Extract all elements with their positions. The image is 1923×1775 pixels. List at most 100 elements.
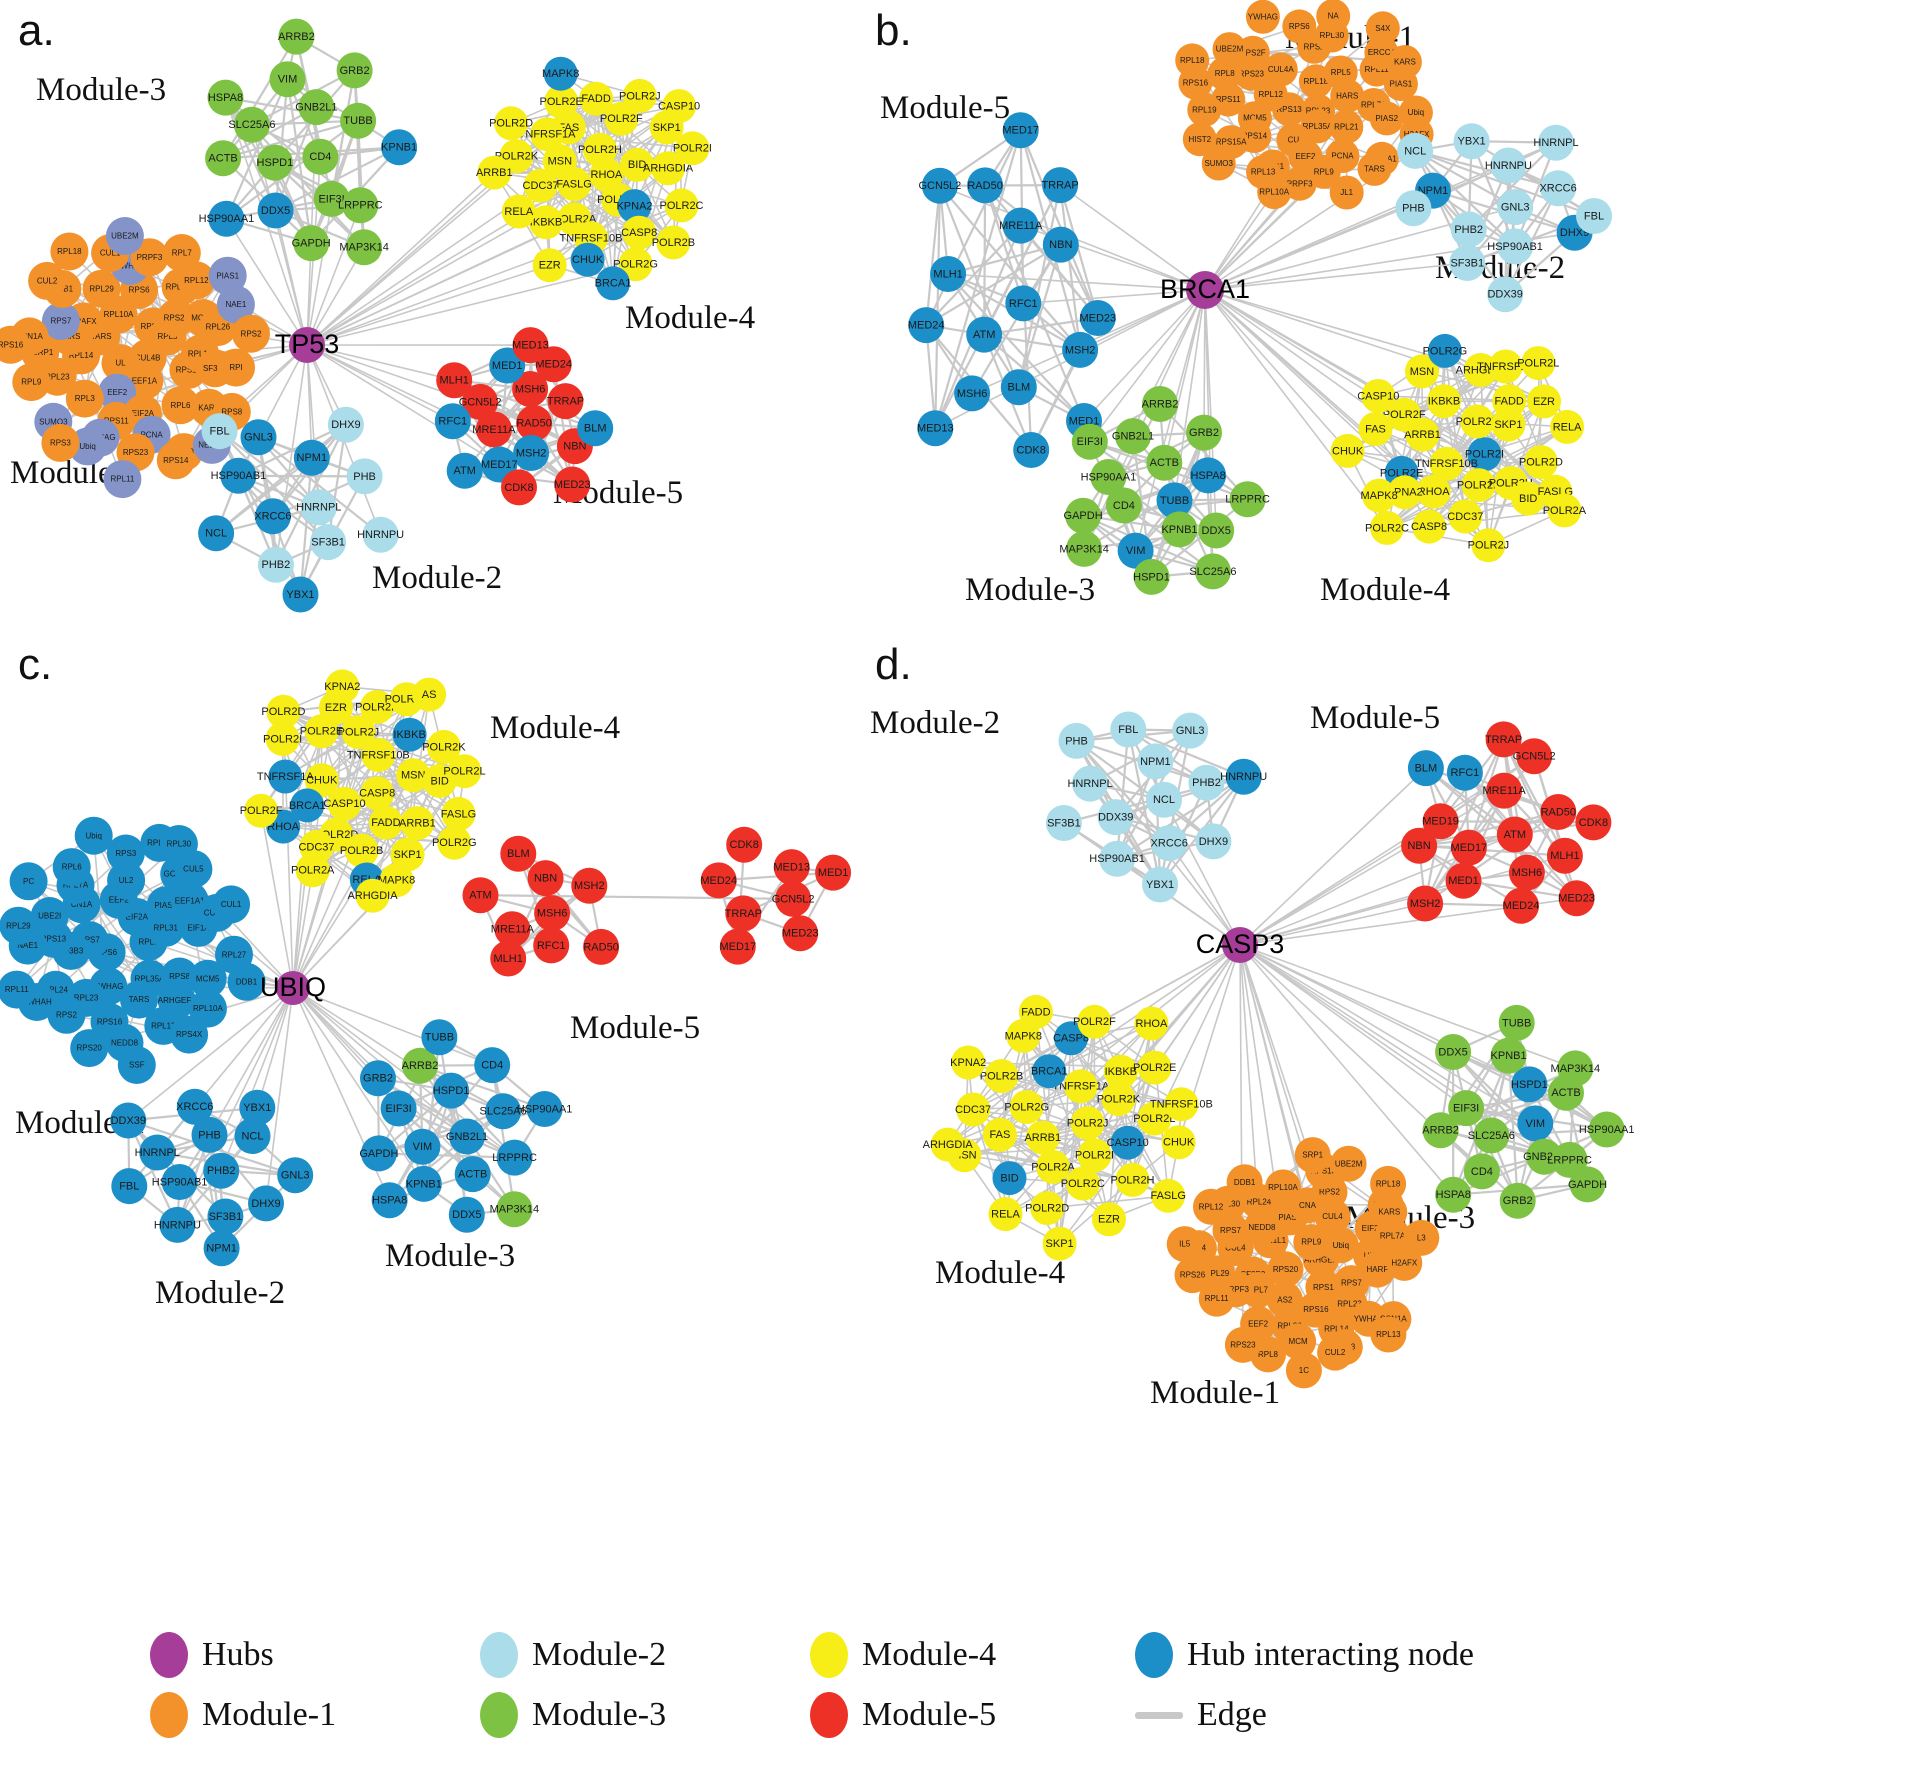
network-node[interactable]: CDK8 [501,469,537,506]
network-node[interactable]: DDX39 [1097,799,1134,836]
network-node[interactable]: CHUK [570,242,605,277]
network-node[interactable]: SF3B1 [310,524,347,561]
network-node[interactable]: RFC1 [1446,754,1483,791]
network-node[interactable]: EZR [1092,1202,1126,1237]
network-node[interactable]: RPL7 [162,234,201,272]
network-node[interactable]: RPL5 [1323,55,1358,90]
network-node[interactable]: PHB [346,458,383,495]
network-node[interactable]: DHX9 [327,406,364,443]
network-node[interactable]: AS [412,677,447,712]
network-node[interactable]: GNL3 [277,1157,314,1194]
network-node[interactable]: RPS3 [106,834,145,873]
network-node[interactable]: DDB1 [1226,1164,1263,1201]
network-node[interactable]: S4X [1365,11,1400,46]
network-node[interactable]: BLM [1407,750,1444,787]
network-node[interactable]: FADD [368,805,403,840]
network-node[interactable]: RFC1 [1005,285,1042,322]
network-node[interactable]: GRB2 [1186,414,1222,451]
network-node[interactable]: 1C [1285,1352,1322,1389]
network-node[interactable]: PIAS1 [208,256,247,295]
network-node[interactable]: RPS20 [70,1029,109,1068]
network-node[interactable]: NPM1 [1137,743,1174,780]
network-node[interactable]: CHUK [1330,433,1365,468]
network-node[interactable]: MED13 [917,410,954,447]
network-node[interactable]: POLR2J [1468,528,1510,563]
network-node[interactable]: GRB2 [1499,1182,1536,1219]
network-node[interactable]: MLH1 [490,940,527,977]
network-node[interactable]: HNRNPL [1533,124,1579,161]
network-node[interactable]: SSF [117,1046,156,1084]
network-node[interactable]: RPL30 [159,825,198,863]
network-node[interactable]: MED24 [1503,887,1540,924]
network-node[interactable]: RELA [1550,409,1585,444]
network-node[interactable]: RFC1 [533,927,570,964]
network-node[interactable]: SF3B1 [1045,805,1082,841]
network-node[interactable]: GNL3 [240,419,277,456]
network-node[interactable]: TUBB [340,102,377,139]
network-node[interactable]: PHB [1395,190,1432,227]
panel-c-hub[interactable]: UBIQ [260,971,326,1005]
network-node[interactable]: NCL [198,515,235,552]
network-node[interactable]: EIF3I [380,1090,417,1127]
network-node[interactable]: NCL [1397,132,1434,169]
network-node[interactable]: KPNB1 [1491,1037,1527,1074]
network-node[interactable]: RPL10A [1257,175,1292,210]
network-node[interactable]: KPNA2 [950,1045,986,1080]
network-node[interactable]: MED13 [773,849,810,886]
network-node[interactable]: FBL [1576,198,1612,234]
network-node[interactable]: SRP1 [1294,1137,1331,1174]
network-node[interactable]: YBX1 [1453,123,1490,160]
network-node[interactable]: FADD [579,81,614,116]
network-node[interactable]: MRE11A [999,207,1043,244]
network-node[interactable]: MLH1 [1546,837,1583,874]
network-node[interactable]: DDX39 [1487,276,1524,313]
network-node[interactable]: ACTB [205,140,242,177]
network-node[interactable]: RPS4X [170,1015,209,1054]
network-node[interactable]: DDX39 [110,1102,147,1139]
network-node[interactable]: HSPD1 [433,1072,470,1109]
network-node[interactable]: FAS [982,1117,1017,1152]
network-node[interactable]: RPL9 [12,363,51,402]
network-node[interactable]: EIF3I [1071,423,1108,460]
network-node[interactable]: FBL [111,1168,148,1205]
network-node[interactable]: VIM [1517,1105,1554,1142]
network-node[interactable]: ACTB [1146,444,1183,481]
network-node[interactable]: RPL11 [103,460,142,499]
network-node[interactable]: MAP3K14 [1059,530,1109,567]
network-node[interactable]: CD4 [474,1047,511,1084]
network-node[interactable]: PHB2 [257,546,294,583]
network-node[interactable]: MED1 [1445,862,1482,899]
network-node[interactable]: VIM [269,61,306,98]
network-node[interactable]: RPS23 [1224,1326,1261,1363]
network-node[interactable]: IL5 [1166,1226,1203,1263]
network-node[interactable]: NA [1316,0,1351,33]
network-node[interactable]: ARRB2 [278,18,315,55]
network-node[interactable]: NPM1 [203,1230,240,1267]
network-node[interactable]: HSP90AA1 [199,200,255,237]
network-node[interactable]: MLH1 [436,362,473,399]
network-node[interactable]: MED24 [700,862,737,899]
network-node[interactable]: VIM [404,1128,441,1165]
network-node[interactable]: MLH1 [930,256,967,292]
network-node[interactable]: RPS3 [41,423,80,462]
network-node[interactable]: SKP1 [1042,1226,1077,1261]
network-node[interactable]: RPL21 [1329,110,1364,144]
network-node[interactable]: RPS14 [156,441,195,480]
network-node[interactable]: RPL29 [0,906,38,945]
network-node[interactable]: YBX1 [239,1089,276,1126]
network-node[interactable]: KARS [1387,45,1422,79]
network-node[interactable]: KPNB1 [381,129,417,166]
network-node[interactable]: PHB2 [203,1152,240,1189]
network-node[interactable]: CHUK [1161,1125,1196,1160]
network-node[interactable]: ATM [1496,816,1533,853]
network-node[interactable]: MED1 [815,854,852,891]
network-node[interactable]: IKBKB [1103,1054,1138,1089]
network-node[interactable]: FADD [1492,384,1527,419]
network-node[interactable]: RPL6 [52,848,91,887]
network-node[interactable]: HSPD1 [257,144,294,181]
panel-d-hub[interactable]: CASP3 [1196,927,1285,963]
network-node[interactable]: RPS26 [1174,1257,1211,1294]
network-node[interactable]: RELA [501,194,536,229]
network-node[interactable]: CDC37 [955,1092,991,1127]
network-node[interactable]: FBL [1110,711,1147,748]
